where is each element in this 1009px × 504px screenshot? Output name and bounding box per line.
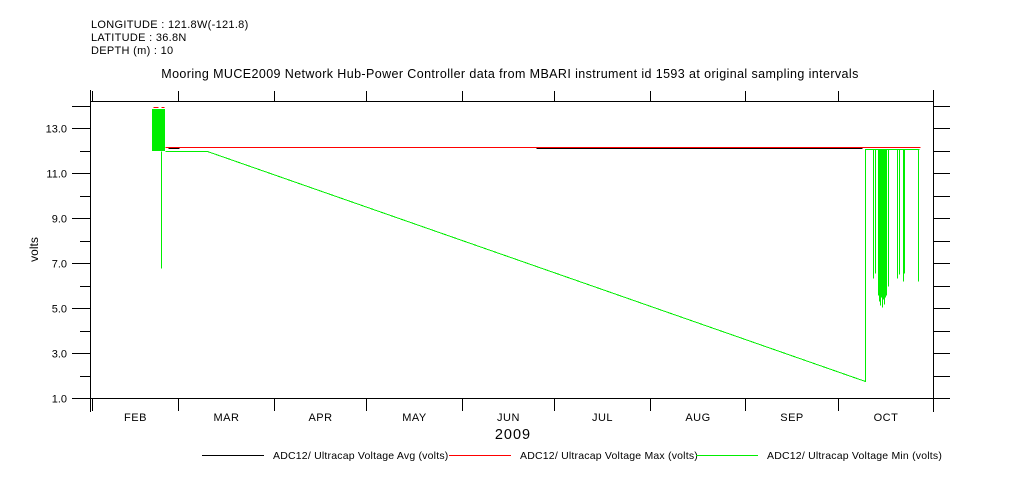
y-tick-label: 1.0 bbox=[52, 394, 67, 406]
y-tick-label: 13.0 bbox=[46, 124, 67, 136]
month-label-feb: FEB bbox=[124, 412, 147, 424]
legend-line-min bbox=[696, 455, 758, 456]
legend-label-avg: ADC12/ Ultracap Voltage Avg (volts) bbox=[273, 449, 449, 462]
series-layer bbox=[152, 107, 921, 383]
latitude-label: LATITUDE : 36.8N bbox=[91, 32, 187, 44]
month-label-mar: MAR bbox=[214, 412, 240, 424]
legend-item-avg: ADC12/ Ultracap Voltage Avg (volts) bbox=[202, 449, 448, 462]
month-label-apr: APR bbox=[308, 412, 332, 424]
legend-label-min: ADC12/ Ultracap Voltage Min (volts) bbox=[767, 449, 943, 462]
y-tick-label: 7.0 bbox=[52, 259, 67, 271]
legend-line-max bbox=[449, 455, 511, 456]
series-min bbox=[152, 109, 920, 383]
y-axis-ticks: 1.0 3.0 5.0 7.0 9.0 11.0 13.0 volts bbox=[27, 106, 950, 406]
longitude-label: LONGITUDE : 121.8W(-121.8) bbox=[91, 19, 249, 31]
y-axis-title: volts bbox=[27, 237, 41, 262]
x-axis-ticks: FEB MAR APR MAY JUN JUL AUG SEP OCT 2009 bbox=[92, 91, 934, 443]
year-label: 2009 bbox=[495, 427, 531, 443]
legend-item-min: ADC12/ Ultracap Voltage Min (volts) bbox=[696, 449, 942, 462]
legend-line-avg bbox=[202, 455, 264, 456]
y-tick-label: 5.0 bbox=[52, 304, 67, 316]
month-label-sep: SEP bbox=[780, 412, 804, 424]
legend-item-max: ADC12/ Ultracap Voltage Max (volts) bbox=[449, 449, 698, 462]
chart-title: Mooring MUCE2009 Network Hub-Power Contr… bbox=[161, 67, 859, 81]
min-line bbox=[165, 149, 920, 383]
month-label-oct: OCT bbox=[874, 412, 899, 424]
depth-label: DEPTH (m) : 10 bbox=[91, 45, 174, 57]
min-voltage-block bbox=[152, 109, 165, 151]
month-label-jul: JUL bbox=[592, 412, 613, 424]
month-label-may: MAY bbox=[402, 412, 427, 424]
y-tick-label: 9.0 bbox=[52, 214, 67, 226]
month-label-aug: AUG bbox=[685, 412, 710, 424]
legend-label-max: ADC12/ Ultracap Voltage Max (volts) bbox=[520, 449, 698, 462]
station-metadata: LONGITUDE : 121.8W(-121.8) LATITUDE : 36.… bbox=[91, 19, 249, 58]
axes bbox=[90, 90, 934, 412]
y-tick-label: 11.0 bbox=[46, 169, 67, 181]
series-max bbox=[153, 107, 921, 148]
month-label-jun: JUN bbox=[497, 412, 520, 424]
y-tick-label: 3.0 bbox=[52, 349, 67, 361]
